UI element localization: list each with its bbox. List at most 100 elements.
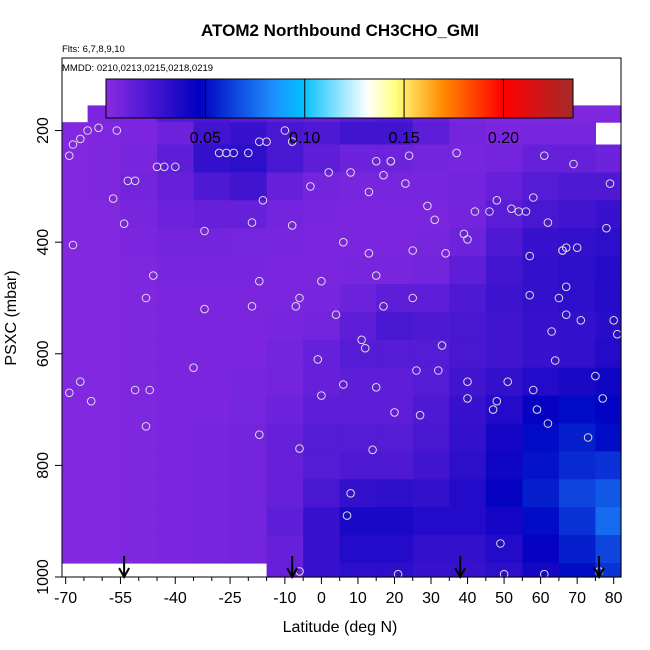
heatmap-cell <box>595 451 622 480</box>
observation-point <box>434 366 443 375</box>
heatmap-cell <box>595 284 622 313</box>
heatmap-cell <box>87 507 122 536</box>
observation-point <box>408 246 418 255</box>
observation-point <box>412 366 421 375</box>
heatmap-cell <box>120 367 158 397</box>
heatmap-cell <box>303 256 341 285</box>
heatmap-cell <box>266 367 304 397</box>
heatmap-cell <box>485 451 523 480</box>
observation-point <box>415 410 425 420</box>
colorbar-bar <box>105 78 574 119</box>
observation-point <box>605 179 615 188</box>
heatmap-cell <box>87 395 122 425</box>
heatmap-cell <box>339 284 377 313</box>
heatmap-cell <box>522 311 560 341</box>
observation-point <box>254 430 264 440</box>
heatmap-cell <box>339 122 377 146</box>
heatmap-cell <box>376 122 414 146</box>
heatmap-cell <box>485 395 523 425</box>
heatmap-cell <box>558 256 596 285</box>
heatmap-cell <box>120 339 158 369</box>
observation-point <box>141 422 151 431</box>
heatmap-cell <box>266 451 304 480</box>
heatmap-cell <box>87 172 122 201</box>
observation-point <box>83 126 92 135</box>
heatmap-cell <box>193 284 231 313</box>
observation-points <box>65 123 622 579</box>
heatmap-cell <box>449 144 487 173</box>
heatmap-cell <box>193 395 231 425</box>
observation-point <box>368 445 377 455</box>
observation-point <box>68 140 78 149</box>
heatmap-cell <box>120 311 158 341</box>
heatmap-cell <box>87 228 122 257</box>
observation-point <box>488 405 498 414</box>
heatmap-cell <box>157 507 195 536</box>
heatmap-cell <box>558 284 596 313</box>
heatmap-cell <box>449 423 487 452</box>
heatmap-cell <box>193 423 231 452</box>
heatmap-cell <box>412 122 450 146</box>
y-tick-label: 400 <box>35 229 52 256</box>
heatmap-cell <box>157 535 195 564</box>
heatmap-cell <box>522 507 560 536</box>
heatmap-cell <box>193 228 231 257</box>
x-tick-label: 40 <box>459 590 477 607</box>
heatmap-cell <box>62 339 89 369</box>
heatmap-cell <box>62 256 89 285</box>
x-tick-label: 30 <box>422 590 440 607</box>
observation-point <box>540 569 549 579</box>
y-axis-ticks: 200 400 600 800 1000 <box>35 117 62 595</box>
observation-point <box>503 377 513 387</box>
heatmap-cell <box>339 479 377 508</box>
observation-point <box>244 148 253 158</box>
heatmap-cell <box>376 479 414 508</box>
observation-point <box>313 355 323 364</box>
heatmap-cell <box>485 339 523 369</box>
heatmap-cell <box>230 256 268 285</box>
heatmap-cell <box>266 395 304 425</box>
observation-point <box>339 237 348 247</box>
heatmap-cell <box>266 284 304 313</box>
heatmap-cell <box>412 479 450 508</box>
observation-point <box>324 168 334 177</box>
heatmap-cell <box>485 144 523 173</box>
heatmap-cell <box>339 144 377 173</box>
observation-point <box>200 226 209 236</box>
heatmap-cell <box>558 367 596 397</box>
heatmap-cell <box>230 395 268 425</box>
heatmap-cell <box>120 479 158 508</box>
heatmap-cell <box>339 535 377 564</box>
heatmap-cell <box>303 284 341 313</box>
heatmap-cell <box>266 172 304 201</box>
heatmap-cell <box>595 339 622 369</box>
heatmap-cell <box>485 479 523 508</box>
colorbar: 0.05 0.10 0.15 0.20 <box>105 78 574 147</box>
x-tick-label: 60 <box>532 590 550 607</box>
colorbar-tick-label: 0.05 <box>190 130 221 147</box>
heatmap-cell <box>266 144 304 173</box>
heatmap-cell <box>339 172 377 201</box>
heatmap-cell <box>193 256 231 285</box>
heatmap-cell <box>558 172 596 201</box>
observation-point <box>258 196 268 205</box>
heatmap-cell <box>230 228 268 257</box>
heatmap-cell <box>595 423 622 452</box>
observation-point <box>141 293 151 303</box>
x-tick-label: 0 <box>317 590 326 607</box>
heatmap-cell <box>485 122 523 146</box>
heatmap-cell <box>87 122 122 146</box>
observation-point <box>496 539 505 548</box>
observation-point <box>521 207 531 216</box>
heatmap-cell <box>303 122 341 146</box>
observation-point <box>463 235 472 244</box>
heatmap-cell <box>303 451 341 480</box>
heatmap-cell <box>266 228 304 257</box>
x-tick-label: 10 <box>349 590 367 607</box>
heatmap-cell <box>558 451 596 480</box>
observation-point <box>295 293 304 303</box>
heatmap-cell <box>449 339 487 369</box>
heatmap-cell <box>120 256 158 285</box>
heatmap-cell <box>266 256 304 285</box>
